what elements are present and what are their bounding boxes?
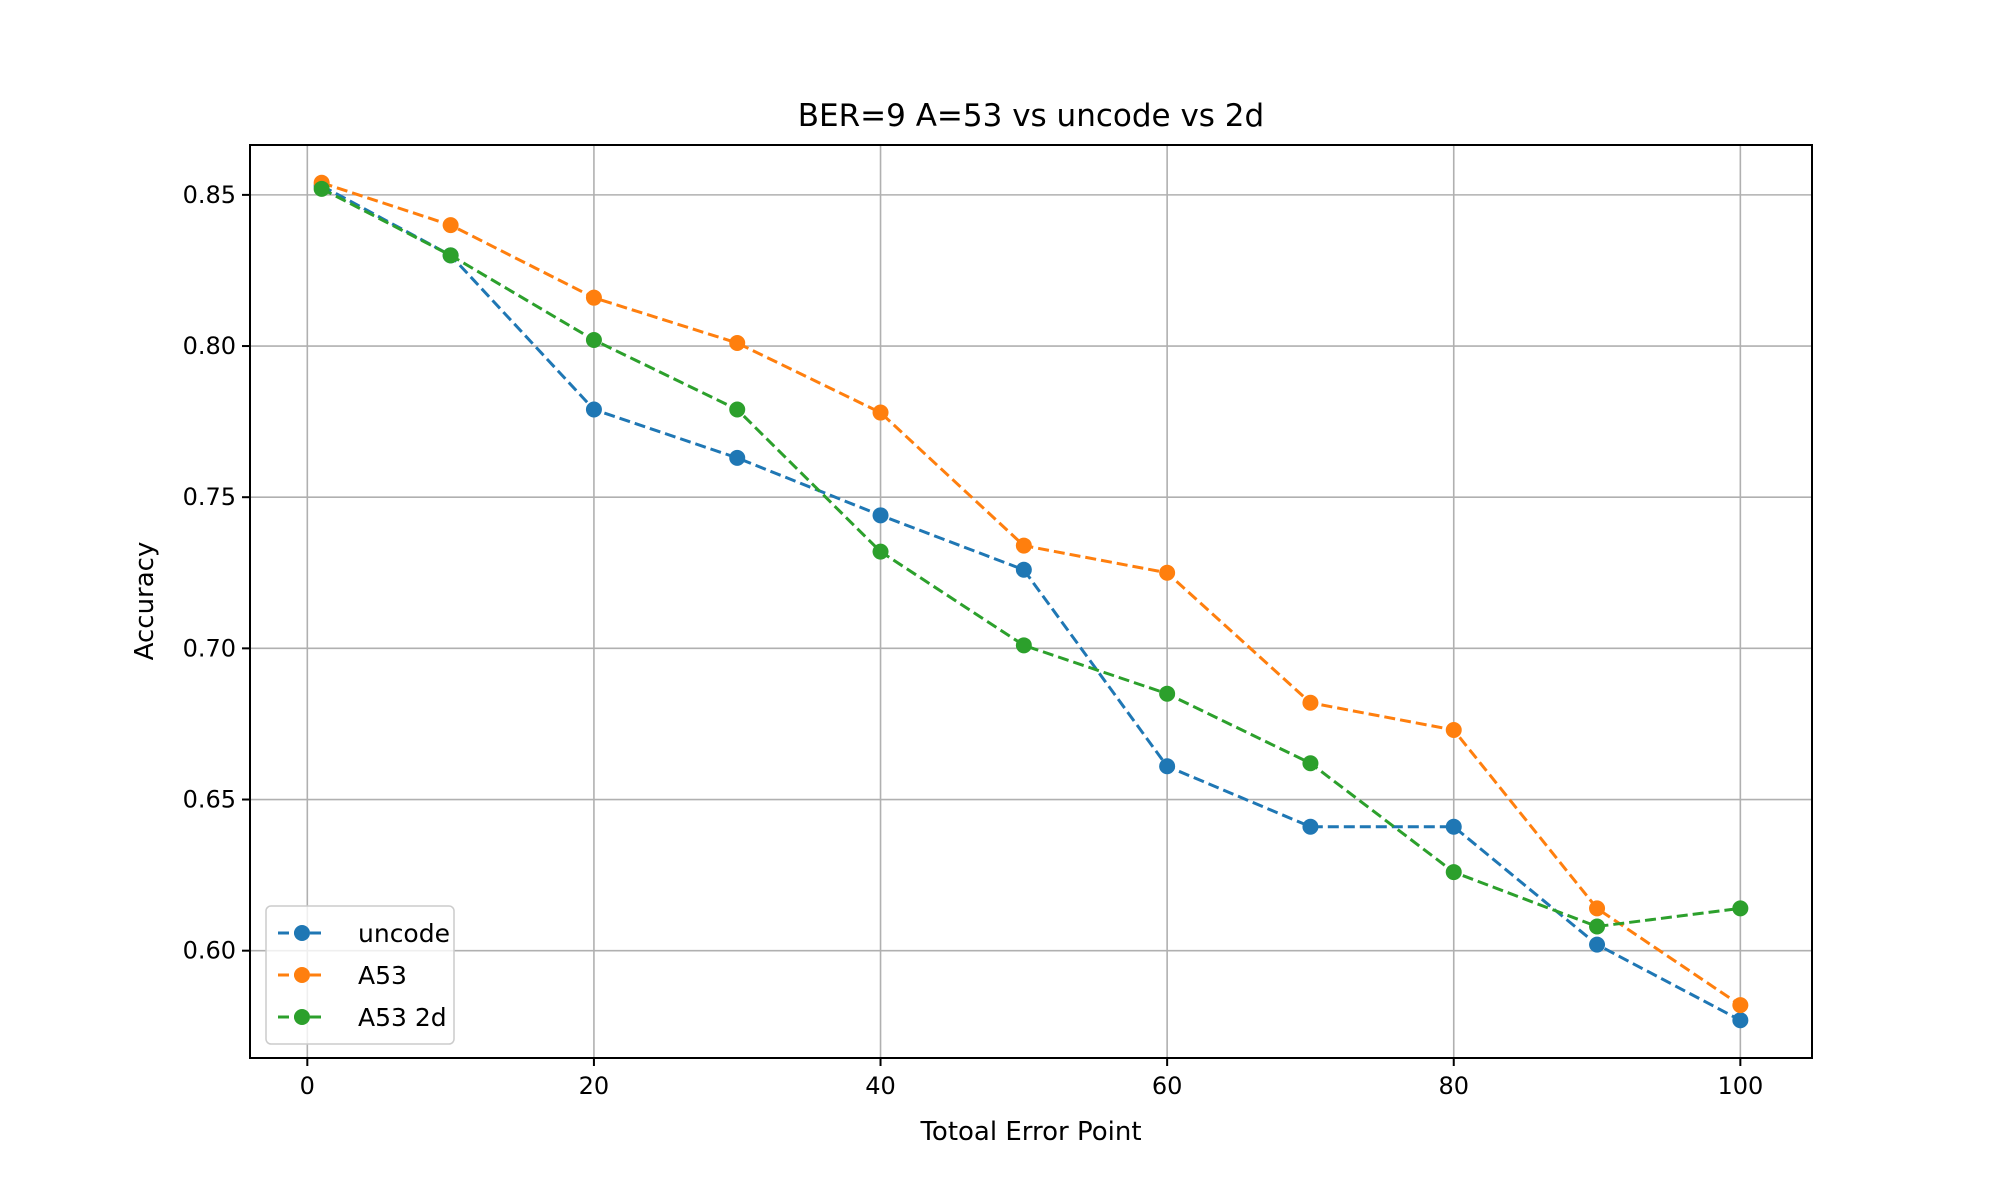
data-point-uncode [1445,818,1462,835]
y-tick-label: 0.70 [183,634,236,662]
data-point-a53-2d [1159,685,1176,702]
data-point-a53-2d [1589,918,1606,935]
data-point-a53-2d [729,401,746,418]
data-point-a53-2d [1015,637,1032,654]
x-axis-ticks: 0 20 40 60 80 100 [300,1058,1763,1100]
y-tick-label: 0.80 [183,332,236,360]
chart-title: BER=9 A=53 vs uncode vs 2d [798,98,1264,134]
data-point-a53-2d [872,543,889,560]
y-tick-label: 0.85 [183,181,236,209]
legend-marker-uncode [294,925,310,941]
x-tick-label: 60 [1152,1072,1183,1100]
data-point-a53 [1732,997,1749,1014]
data-point-uncode [1159,758,1176,775]
x-tick-label: 100 [1717,1072,1763,1100]
data-point-a53 [1015,537,1032,554]
data-point-uncode [585,401,602,418]
data-point-uncode [729,449,746,466]
data-point-uncode [1302,818,1319,835]
x-tick-label: 0 [300,1072,315,1100]
legend-box [265,905,455,1045]
y-tick-label: 0.75 [183,483,236,511]
grid-lines [250,145,1812,1058]
data-point-uncode [872,507,889,524]
series-line-a53-2d [321,187,1741,928]
data-point-a53 [872,404,889,421]
legend-label-uncode: uncode [358,919,450,948]
data-point-a53 [442,217,459,234]
data-point-uncode [1732,1012,1749,1029]
y-axis-ticks: 0.60 0.65 0.70 0.75 0.80 0.85 [183,181,250,965]
legend-label-a53-2d: A53 2d [358,1003,447,1032]
data-point-a53-2d [1302,755,1319,772]
data-point-a53 [585,289,602,306]
data-point-a53-2d [585,331,602,348]
legend-marker-a53 [294,967,310,983]
legend-marker-a53-2d [294,1009,310,1025]
x-tick-label: 20 [579,1072,610,1100]
data-point-a53 [1445,721,1462,738]
x-axis-label: Totoal Error Point [919,1117,1141,1147]
data-point-uncode [1015,561,1032,578]
data-point-a53 [1589,900,1606,917]
y-tick-label: 0.60 [183,937,236,965]
plot-frame [249,144,1813,1059]
data-point-a53-2d [442,247,459,264]
data-point-a53 [1302,694,1319,711]
data-point-uncode [1589,936,1606,953]
data-point-a53-2d [313,180,330,197]
data-point-a53 [729,335,746,352]
data-point-a53-2d [1445,864,1462,881]
legend: uncode A53 A53 2d [265,905,455,1045]
y-tick-label: 0.65 [183,786,236,814]
legend-label-a53: A53 [358,961,407,990]
x-tick-label: 80 [1438,1072,1469,1100]
data-point-a53-2d [1732,900,1749,917]
y-axis-label: Accuracy [130,542,160,661]
data-point-a53 [1159,564,1176,581]
series-group [313,174,1749,1029]
x-tick-label: 40 [865,1072,896,1100]
